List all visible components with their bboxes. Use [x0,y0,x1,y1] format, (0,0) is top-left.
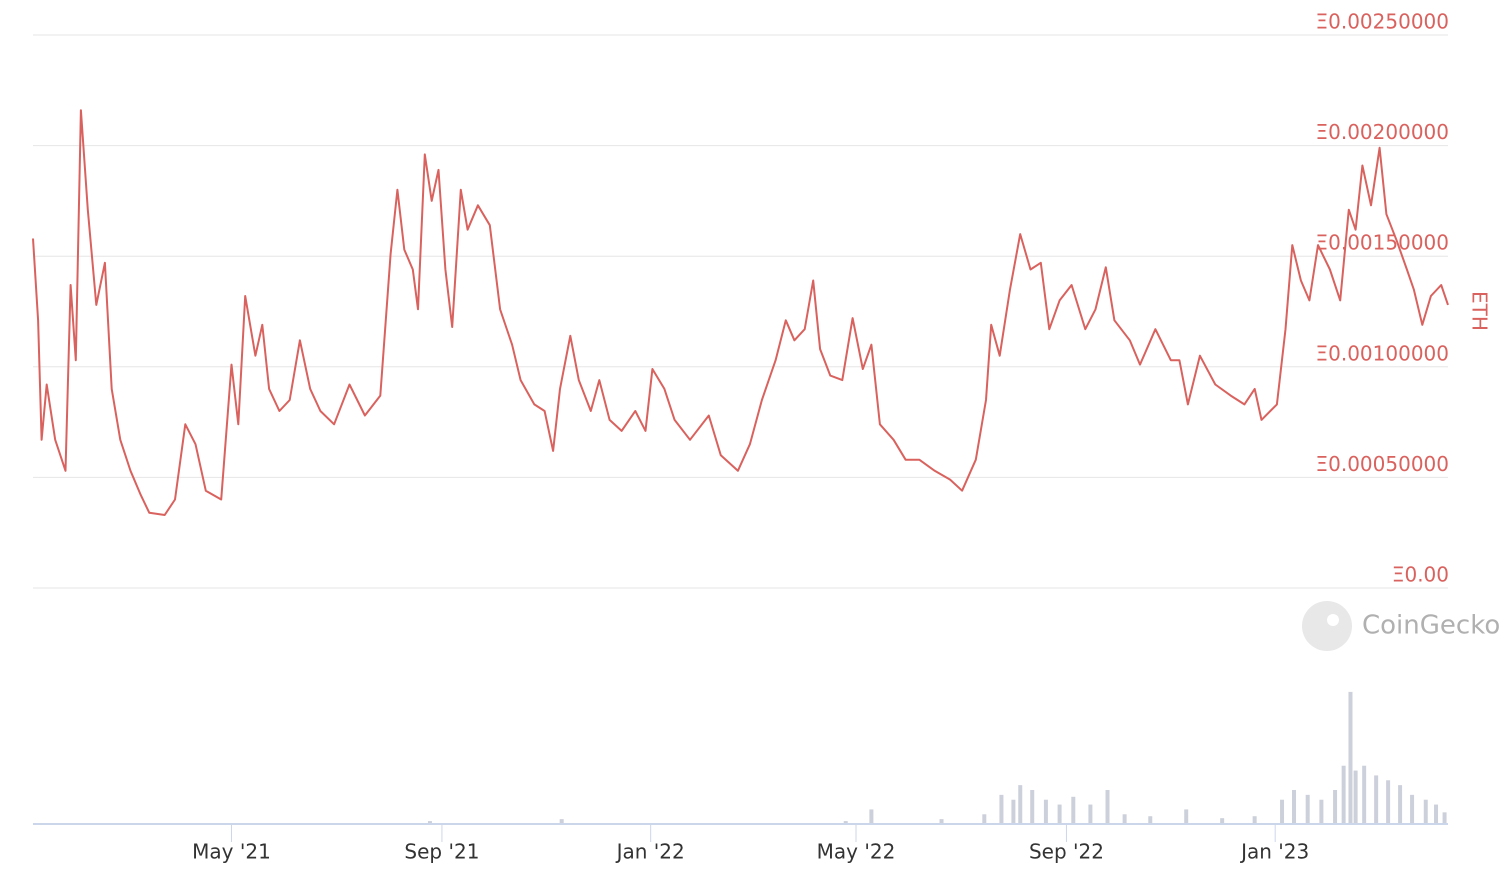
volume-bar [939,819,944,824]
volume-bar [1386,780,1391,824]
volume-bar [982,814,987,824]
y-tick-label: Ξ0.00 [1392,563,1449,587]
y-tick-label: Ξ0.00050000 [1315,452,1449,476]
y-tick-label: Ξ0.00100000 [1315,341,1449,365]
y-tick-label: Ξ0.00200000 [1315,120,1449,144]
volume-bar [1305,794,1310,824]
volume-bar [1220,818,1225,824]
x-tick-label: Sep '22 [1029,840,1104,864]
y-tick-label: Ξ0.00150000 [1315,231,1449,255]
volume-bar [1442,812,1447,824]
watermark-icon [1302,601,1352,651]
y-tick-label: Ξ0.00250000 [1315,10,1449,34]
volume-bar [1184,809,1189,824]
watermark-icon-eye [1327,614,1339,626]
x-tick-label: Sep '21 [404,840,479,864]
price-line [32,109,1449,516]
volume-bar [869,809,874,824]
x-tick-label: May '21 [192,840,271,864]
volume-bar [1280,799,1285,824]
volume-bar [1353,770,1358,824]
volume-bar [1410,794,1415,824]
volume-bar [1319,799,1324,824]
volume-bar [999,794,1004,824]
volume-bar [1398,785,1403,824]
volume-bar [1122,814,1127,824]
volume-bar [1018,785,1023,824]
volume-bar [1374,775,1379,824]
volume-bar [1105,790,1110,824]
volume-bar [1088,804,1093,824]
volume-bar [1030,790,1035,824]
volume-bar [1148,816,1153,824]
x-tick-label: May '22 [817,840,896,864]
volume-bar [1434,804,1439,824]
volume-bar [427,821,432,824]
x-tick-label: Jan '23 [1239,840,1309,864]
volume-bar [1362,765,1367,824]
volume-bar [1423,799,1428,824]
volume-bar [1333,790,1338,824]
volume-bar [1011,799,1016,824]
volume-bar [1348,691,1353,824]
y-axis-label: ETH [1468,291,1492,331]
volume-bar [1341,765,1346,824]
volume-bar [1292,790,1297,824]
volume-bar [1252,816,1257,824]
volume-bar [1071,796,1076,824]
watermark-text: CoinGecko [1362,611,1500,641]
volume-bar [1057,804,1062,824]
volume-bar [843,821,848,824]
volume-bar [1043,799,1048,824]
watermark: CoinGecko [1302,601,1500,651]
x-tick-label: Jan '22 [615,840,685,864]
volume-bar [559,819,564,824]
